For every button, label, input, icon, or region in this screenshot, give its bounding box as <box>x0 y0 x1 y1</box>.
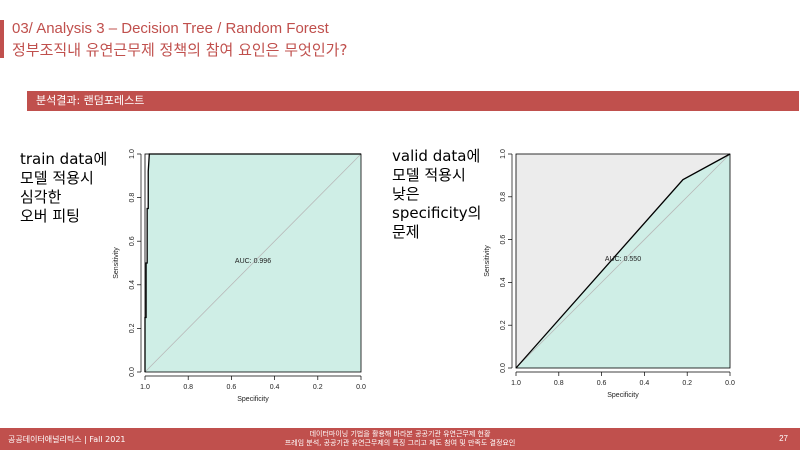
note-train: train data에 모델 적용시 심각한 오버 피팅 <box>20 150 107 226</box>
y-tick-label: 0.2 <box>129 323 136 333</box>
x-tick-label: 1.0 <box>511 380 521 387</box>
plot-frame <box>515 153 731 369</box>
roc-chart-train: 1.0 0.8 0.6 0.4 0.2 0.0 0.0 0.2 0.4 0.6 0.8 1.0 Spec… <box>113 149 366 403</box>
x-tick-label: 0.4 <box>270 384 280 391</box>
page-subtitle: 정부조직내 유연근무제 정책의 참여 요인은 무엇인가? <box>12 41 348 59</box>
y-tick-label: 0.8 <box>129 193 136 203</box>
x-tick-label: 0.8 <box>554 380 564 387</box>
x-tick-label: 0.0 <box>725 380 735 387</box>
y-tick-label: 0.8 <box>500 192 507 202</box>
page-title: 03/ Analysis 3 – Decision Tree / Random … <box>12 20 329 37</box>
y-tick-label: 0.0 <box>129 367 136 377</box>
y-axis-label: Sensitivity <box>113 247 120 279</box>
roc-curve <box>144 153 361 372</box>
x-tick-label: 0.6 <box>227 384 237 391</box>
y-tick-label: 0.6 <box>500 235 507 245</box>
note-train-line: train data에 <box>20 150 108 168</box>
y-tick-label: 1.0 <box>129 149 136 159</box>
auc-label: AUC: 0.550 <box>605 256 641 263</box>
note-valid-line: 낮은 <box>392 185 420 203</box>
note-train-line: 오버 피팅 <box>20 207 80 225</box>
chance-diagonal <box>144 153 362 373</box>
x-tick-label: 0.4 <box>640 380 650 387</box>
x-axis-label: Specificity <box>607 392 639 399</box>
x-tick-label: 0.6 <box>597 380 607 387</box>
y-tick-label: 0.2 <box>500 320 507 330</box>
x-tick-label: 0.2 <box>682 380 692 387</box>
y-tick-label: 0.0 <box>500 363 507 373</box>
note-train-line: 심각한 <box>20 188 62 206</box>
note-train-line: 모델 적용시 <box>20 169 94 187</box>
roc-chart-valid: 1.0 0.8 0.6 0.4 0.2 0.0 0.0 0.2 0.4 0.6 0.8 1.0 Spec… <box>484 149 735 399</box>
x-tick-label: 0.2 <box>313 384 323 391</box>
note-valid-line: 모델 적용시 <box>392 166 466 184</box>
x-tick-label: 0.0 <box>356 384 366 391</box>
x-tick-label: 1.0 <box>140 384 150 391</box>
footer-line: 프레임 분석, 공공기관 유연근무제의 특징 그리고 제도 참여 및 만족도 결… <box>284 439 516 447</box>
footer-course: 공공데이터애널리틱스 | Fall 2021 <box>8 435 126 444</box>
title-accent-bar <box>0 20 4 58</box>
chance-diagonal <box>515 153 731 369</box>
footer-line: 데이터마이닝 기법을 활용해 바라본 공공기관 유연근무제 현황 <box>309 430 491 438</box>
note-valid-line: 문제 <box>392 223 420 241</box>
y-tick-label: 0.4 <box>500 277 507 287</box>
footer: 공공데이터애널리틱스 | Fall 2021 데이터마이닝 기법을 활용해 바라… <box>0 428 800 450</box>
roc-curve <box>515 153 731 369</box>
y-tick-label: 0.4 <box>129 280 136 290</box>
note-valid: valid data에 모델 적용시 낮은 specificity의 문제 <box>392 147 481 242</box>
footer-description: 데이터마이닝 기법을 활용해 바라본 공공기관 유연근무제 현황 프레임 분석,… <box>200 430 600 448</box>
x-tick-label: 0.8 <box>183 384 193 391</box>
y-tick-label: 1.0 <box>500 149 507 159</box>
note-valid-line: valid data에 <box>392 147 481 165</box>
plot-frame <box>144 153 362 373</box>
x-axis-label: Specificity <box>237 396 269 403</box>
section-header: 분석결과: 랜덤포레스트 <box>27 91 799 111</box>
y-axis-label: Sensitivity <box>484 245 491 277</box>
note-valid-line: specificity의 <box>392 204 482 222</box>
page-number: 27 <box>779 434 788 443</box>
y-tick-label: 0.6 <box>129 236 136 246</box>
auc-label: AUC: 0.996 <box>235 258 271 265</box>
